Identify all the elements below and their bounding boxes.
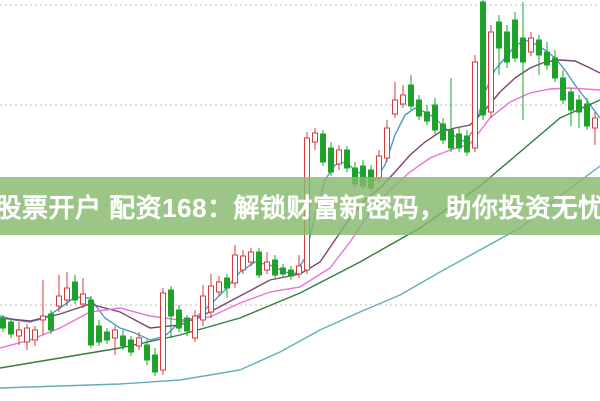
candle (0, 315, 6, 332)
candle (32, 326, 38, 346)
candle (240, 250, 246, 274)
candle (400, 85, 406, 108)
candle (264, 252, 270, 274)
candle (336, 145, 342, 170)
promo-banner[interactable]: 股票开户 配资168：解锁财富新密码，助你投资无忧 (0, 177, 600, 235)
candle (96, 320, 102, 346)
candle (56, 275, 62, 312)
candle (112, 326, 118, 355)
candle (64, 272, 70, 306)
candle (192, 310, 198, 342)
ma-long-green (0, 99, 600, 369)
candle (80, 278, 86, 308)
candle (504, 25, 510, 68)
candle (120, 330, 126, 350)
candle (560, 70, 566, 104)
candle (384, 120, 390, 162)
candle (424, 105, 430, 125)
candle (456, 128, 462, 152)
candle (512, 12, 518, 62)
candle (152, 348, 158, 376)
candle (280, 264, 286, 278)
candle (432, 98, 438, 134)
candle (128, 336, 134, 356)
candle (552, 50, 558, 82)
candle (592, 112, 598, 145)
candle (536, 35, 542, 75)
candle (344, 146, 350, 172)
candle (408, 75, 414, 110)
candle (288, 266, 294, 280)
candle (8, 318, 14, 338)
candle (448, 78, 454, 152)
candle (464, 130, 470, 156)
candle (216, 276, 222, 296)
promo-banner-text: 股票开户 配资168：解锁财富新密码，助你投资无忧 (0, 192, 600, 223)
candle (232, 245, 238, 288)
candle (72, 275, 78, 304)
candle (24, 324, 30, 350)
candle (312, 128, 318, 150)
candle (496, 15, 502, 75)
candle (208, 274, 214, 318)
candle (40, 280, 46, 335)
candle (200, 285, 206, 326)
candle (176, 305, 182, 332)
candle (88, 296, 94, 348)
candle (576, 95, 582, 128)
candle (144, 340, 150, 365)
candle (296, 255, 302, 278)
candle (224, 274, 230, 298)
candle (584, 98, 590, 130)
candle (16, 322, 22, 345)
candle (160, 288, 166, 375)
candle (568, 88, 574, 126)
candle (328, 142, 334, 176)
candle (168, 286, 174, 338)
candle (248, 248, 254, 266)
candle (480, 0, 486, 120)
candle (488, 25, 494, 118)
candle (104, 328, 110, 344)
candle (48, 310, 54, 334)
candle (544, 42, 550, 70)
candle (416, 95, 422, 120)
candle (392, 82, 398, 118)
candle (440, 118, 446, 144)
candle (272, 255, 278, 278)
candle (528, 32, 534, 56)
candle (520, 2, 526, 120)
candle (320, 130, 326, 166)
candle (256, 248, 262, 278)
candle (472, 55, 478, 152)
candle (184, 315, 190, 336)
ma-mid-magenta (0, 87, 600, 349)
candle (136, 332, 142, 350)
